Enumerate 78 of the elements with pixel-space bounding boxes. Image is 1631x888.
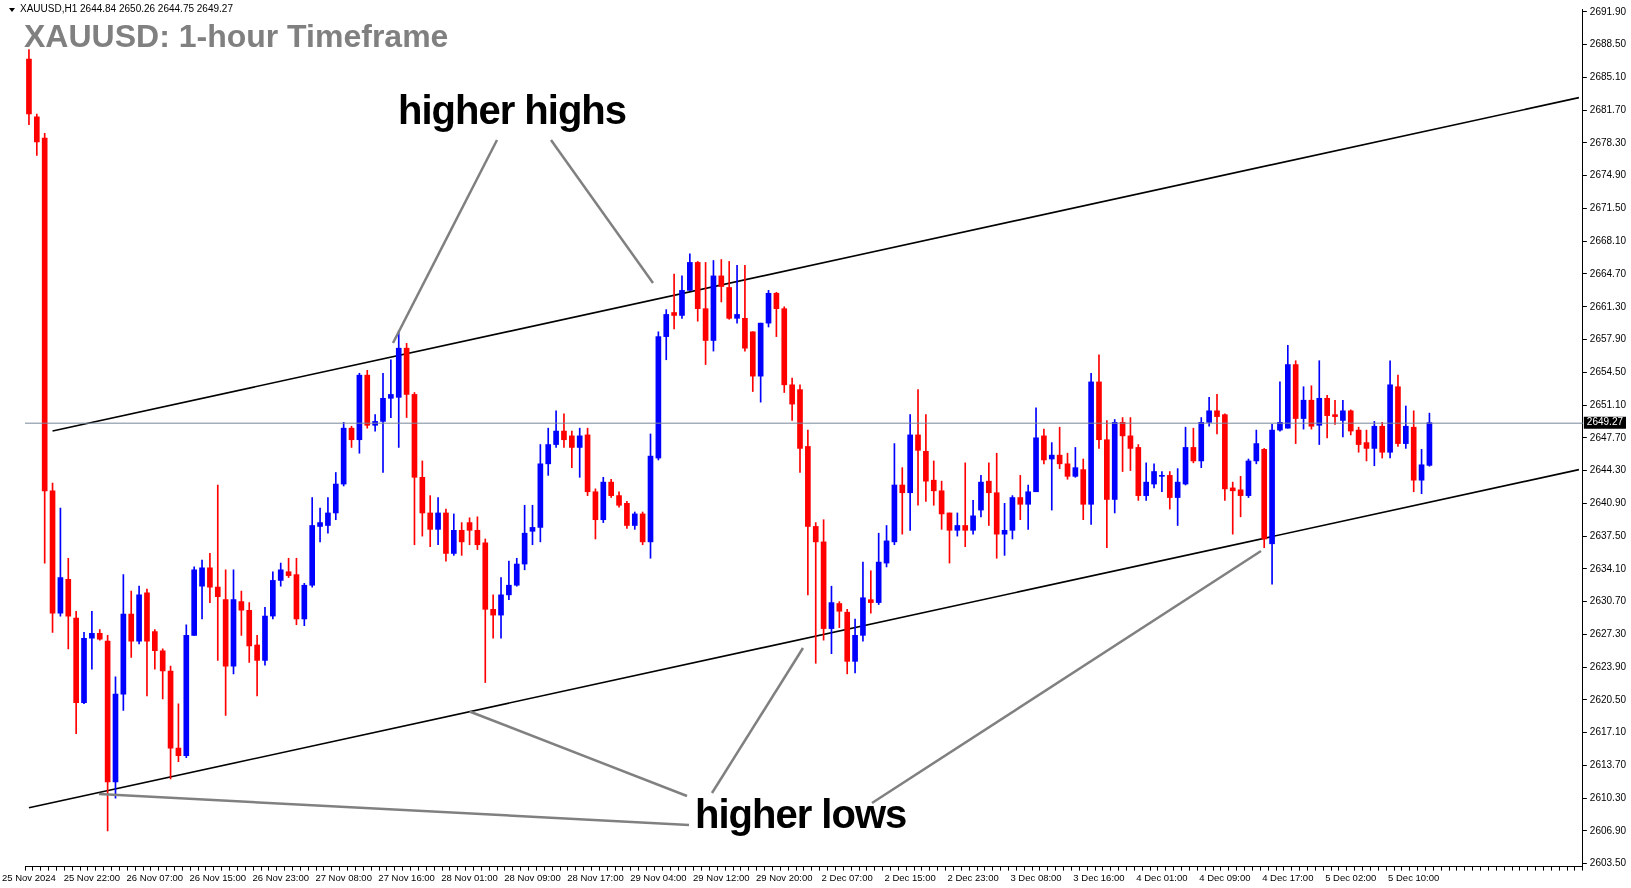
- candlestick: [867, 570, 874, 614]
- candlestick: [718, 259, 725, 303]
- x-tick-label: 28 Nov 17:00: [567, 871, 624, 883]
- x-tick-label: 29 Nov 20:00: [756, 871, 813, 883]
- candlestick: [576, 427, 583, 478]
- x-tick-label: 2 Dec 23:00: [947, 871, 999, 883]
- y-tick-label: 2613.70: [1589, 759, 1627, 771]
- x-tick-label: 3 Dec 08:00: [1010, 871, 1062, 883]
- y-tick-label: 2630.70: [1589, 595, 1627, 607]
- candlestick: [1214, 394, 1220, 435]
- x-tick-label: 4 Dec 17:00: [1262, 871, 1314, 883]
- y-tick-label: 2617.10: [1589, 726, 1627, 738]
- x-tick-label: 3 Dec 16:00: [1073, 871, 1125, 883]
- y-tick-label: 2654.50: [1589, 366, 1627, 378]
- y-tick-label: 2664.70: [1589, 267, 1627, 279]
- candlestick: [1048, 442, 1055, 511]
- candlestick: [812, 522, 819, 664]
- x-tick-label: 28 Nov 09:00: [504, 871, 561, 883]
- x-tick-label: 29 Nov 04:00: [630, 871, 687, 883]
- chart-title: XAUUSD: 1-hour Timeframe: [24, 18, 449, 55]
- y-tick-label: 2685.10: [1589, 71, 1627, 83]
- candlestick: [915, 389, 921, 506]
- candlestick: [380, 372, 386, 473]
- candlestick: [490, 594, 496, 639]
- ref-line-label: 2649.27: [1586, 416, 1624, 428]
- y-tick-label: 2678.30: [1589, 136, 1627, 148]
- x-tick-label: 28 Nov 01:00: [441, 871, 498, 883]
- x-tick-label: 2 Dec 15:00: [884, 871, 936, 883]
- y-tick-label: 2691.90: [1589, 5, 1627, 17]
- candlestick: [388, 359, 394, 418]
- y-tick-label: 2623.90: [1589, 660, 1627, 672]
- candlestick: [1017, 475, 1024, 521]
- y-tick-label: 2640.90: [1589, 497, 1627, 509]
- x-tick-label: 2 Dec 07:00: [821, 871, 873, 883]
- y-tick-label: 2620.50: [1589, 693, 1627, 705]
- x-tick-label: 27 Nov 16:00: [378, 871, 435, 883]
- x-tick-label: 26 Nov 23:00: [252, 871, 309, 883]
- candlestick: [671, 273, 677, 330]
- y-tick-label: 2661.30: [1589, 300, 1627, 312]
- x-tick-label: 5 Dec 10:00: [1388, 871, 1440, 883]
- y-tick-label: 2671.50: [1589, 202, 1627, 214]
- x-tick-label: 4 Dec 09:00: [1199, 871, 1251, 883]
- y-tick-label: 2610.30: [1589, 791, 1627, 803]
- candlestick: [930, 460, 937, 506]
- y-tick-label: 2603.50: [1589, 857, 1627, 869]
- annotation: higher lows: [695, 792, 907, 837]
- x-tick-label: 29 Nov 12:00: [693, 871, 750, 883]
- y-tick-label: 2634.10: [1589, 562, 1627, 574]
- x-tick-label: 25 Nov 22:00: [63, 871, 121, 883]
- candlestick: [986, 462, 992, 526]
- annotation: higher highs: [398, 88, 626, 133]
- y-tick-label: 2668.10: [1589, 234, 1627, 246]
- y-tick-label: 2651.10: [1589, 398, 1627, 410]
- x-tick-label: 27 Nov 08:00: [315, 871, 372, 883]
- candlestick: [962, 462, 969, 548]
- x-tick-label: 4 Dec 01:00: [1136, 871, 1188, 883]
- y-tick-label: 2674.90: [1589, 169, 1627, 181]
- candlestick: [214, 484, 221, 661]
- x-tick-label: 5 Dec 02:00: [1325, 871, 1377, 883]
- candlestick: [1159, 471, 1165, 493]
- y-tick-label: 2647.70: [1589, 431, 1627, 443]
- x-tick-label: 25 Nov 2024: [2, 871, 56, 883]
- y-tick-label: 2657.90: [1589, 333, 1627, 345]
- y-tick-label: 2688.50: [1589, 38, 1627, 50]
- y-tick-label: 2606.90: [1589, 824, 1627, 836]
- candlestick: [317, 507, 323, 543]
- y-tick-label: 2644.30: [1589, 464, 1627, 476]
- y-tick-label: 2637.50: [1589, 529, 1627, 541]
- candlestick: [1229, 481, 1236, 535]
- candlestick: [734, 264, 740, 324]
- annotation: XAUUSD,H1 2644.84 2650.26 2644.75 2649.27: [20, 3, 233, 14]
- candlestick: [899, 467, 906, 535]
- candlestick: [1332, 399, 1338, 425]
- y-tick-label: 2681.70: [1589, 103, 1627, 115]
- x-tick-label: 26 Nov 15:00: [189, 871, 247, 883]
- x-tick-label: 26 Nov 07:00: [126, 871, 184, 883]
- candlestick: [89, 610, 95, 670]
- y-tick-label: 2627.30: [1589, 628, 1627, 640]
